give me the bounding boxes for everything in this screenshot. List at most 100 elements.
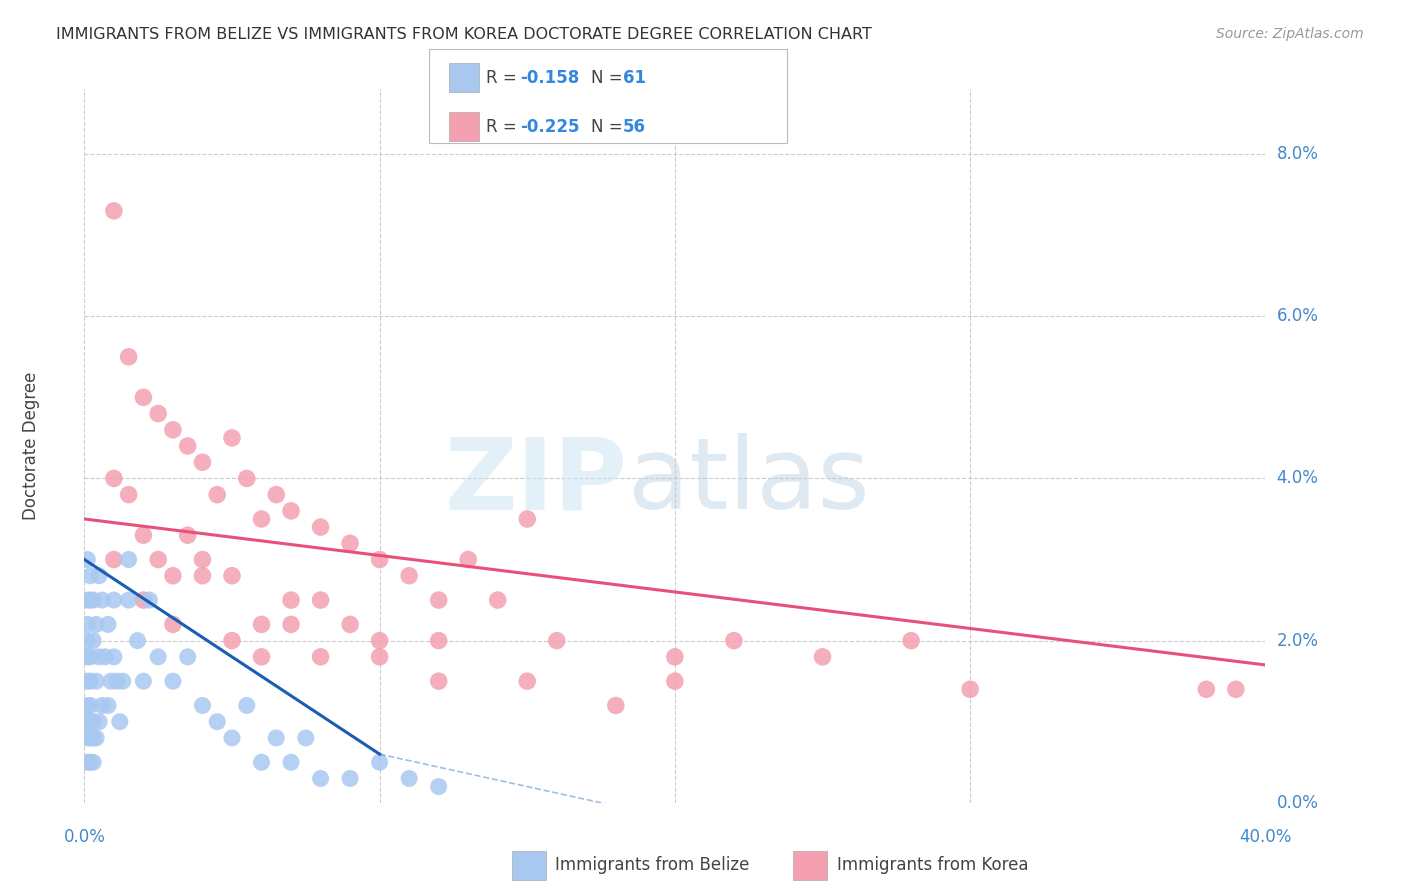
Point [368, 633, 391, 648]
Point [664, 649, 686, 664]
Point [132, 390, 155, 404]
Point [309, 649, 332, 664]
Point [368, 756, 391, 770]
Text: 2.0%: 2.0% [1277, 632, 1319, 649]
Point [177, 528, 200, 542]
Point [900, 633, 922, 648]
Point [264, 731, 288, 745]
Text: Source: ZipAtlas.com: Source: ZipAtlas.com [1216, 27, 1364, 41]
Point [427, 674, 450, 689]
Point [280, 504, 302, 518]
Point [250, 756, 273, 770]
Point [177, 649, 200, 664]
Point [1225, 682, 1247, 697]
Point [250, 649, 273, 664]
Text: atlas: atlas [627, 434, 869, 530]
Point [127, 633, 149, 648]
Point [76, 756, 98, 770]
Point [87, 714, 111, 729]
Point [280, 593, 302, 607]
Point [118, 488, 141, 502]
Point [76, 552, 98, 566]
Point [87, 649, 111, 664]
Point [82, 633, 104, 648]
Point [427, 780, 450, 794]
Point [398, 772, 420, 786]
Point [76, 714, 98, 729]
Text: IMMIGRANTS FROM BELIZE VS IMMIGRANTS FROM KOREA DOCTORATE DEGREE CORRELATION CHA: IMMIGRANTS FROM BELIZE VS IMMIGRANTS FRO… [56, 27, 872, 42]
Point [280, 617, 302, 632]
Point [76, 731, 98, 745]
Point [339, 617, 361, 632]
Point [103, 649, 125, 664]
Point [280, 756, 302, 770]
Point [177, 439, 200, 453]
Point [79, 714, 101, 729]
Point [486, 593, 509, 607]
Point [191, 698, 214, 713]
Point [82, 714, 104, 729]
Point [118, 552, 141, 566]
Point [664, 674, 686, 689]
Point [108, 714, 131, 729]
Point [132, 528, 155, 542]
Point [79, 568, 101, 582]
Point [191, 568, 214, 582]
Text: Immigrants from Belize: Immigrants from Belize [555, 856, 749, 874]
Text: R =: R = [486, 69, 523, 87]
Text: 8.0%: 8.0% [1277, 145, 1319, 163]
Text: R =: R = [486, 118, 523, 136]
Text: N =: N = [591, 69, 627, 87]
Point [79, 674, 101, 689]
Point [723, 633, 745, 648]
Point [76, 617, 98, 632]
Point [148, 649, 170, 664]
Point [339, 772, 361, 786]
Point [235, 698, 259, 713]
Point [221, 431, 243, 445]
Text: 56: 56 [623, 118, 645, 136]
Point [959, 682, 981, 697]
Point [516, 674, 538, 689]
Point [427, 593, 450, 607]
Point [205, 488, 228, 502]
Point [79, 731, 101, 745]
Point [103, 471, 125, 485]
Point [79, 649, 101, 664]
Point [295, 731, 318, 745]
Point [339, 536, 361, 550]
Point [546, 633, 568, 648]
Text: N =: N = [591, 118, 627, 136]
Text: 0.0%: 0.0% [1277, 794, 1319, 812]
Point [138, 593, 160, 607]
Point [82, 756, 104, 770]
Point [132, 674, 155, 689]
Text: 40.0%: 40.0% [1239, 828, 1292, 846]
Point [79, 593, 101, 607]
Point [76, 674, 98, 689]
Point [427, 633, 450, 648]
Point [221, 568, 243, 582]
Text: 61: 61 [623, 69, 645, 87]
Point [605, 698, 627, 713]
Text: -0.158: -0.158 [520, 69, 579, 87]
Point [162, 423, 184, 437]
Point [87, 568, 111, 582]
Point [84, 617, 107, 632]
Point [76, 633, 98, 648]
Point [221, 633, 243, 648]
Point [250, 617, 273, 632]
Point [162, 617, 184, 632]
Point [221, 731, 243, 745]
Point [457, 552, 479, 566]
Point [191, 552, 214, 566]
Point [91, 698, 114, 713]
Point [103, 593, 125, 607]
Point [103, 203, 125, 218]
Point [111, 674, 134, 689]
Point [79, 698, 101, 713]
Point [235, 471, 259, 485]
Text: Doctorate Degree: Doctorate Degree [22, 372, 41, 520]
Point [516, 512, 538, 526]
Point [132, 593, 155, 607]
